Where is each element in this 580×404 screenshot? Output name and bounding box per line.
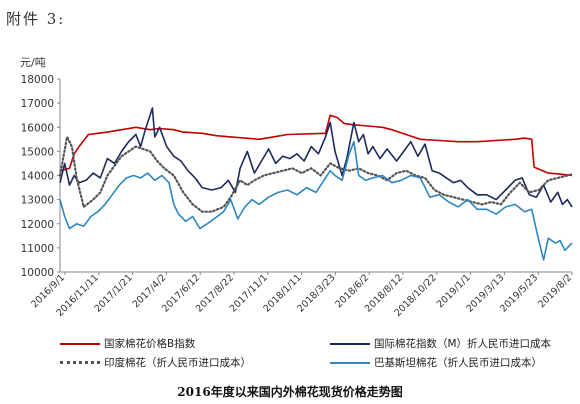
legend-item-0: 国家棉花价格B指数	[60, 336, 195, 351]
series-line-0	[59, 114, 573, 177]
chart-caption: 2016年度以来国内外棉花现货价格走势图	[177, 385, 403, 399]
series-line-3	[59, 140, 573, 261]
legend-swatch	[60, 342, 100, 345]
y-tick-label: 16000	[21, 122, 54, 134]
y-tick-label: 13000	[21, 195, 54, 207]
x-tick-label: 2019/8/2	[536, 272, 574, 310]
legend-label: 印度棉花（折人民币进口成本）	[104, 357, 251, 369]
y-tick-label: 11000	[21, 243, 54, 255]
series-lines	[58, 107, 574, 261]
legend-item-3: 巴基斯坦棉花（折人民币进口成本）	[330, 355, 542, 370]
legend: 国家棉花价格B指数 国际棉花指数（M）折人民币进口成本印度棉花（折人民币进口成本）…	[0, 333, 580, 373]
page-heading: 附件 3:	[6, 10, 66, 28]
series-line-2	[58, 135, 574, 213]
legend-swatch	[330, 342, 370, 345]
legend-swatch	[60, 361, 100, 364]
legend-label: 国家棉花价格B指数	[104, 338, 196, 350]
y-tick-label: 12000	[21, 219, 54, 231]
y-tick-label: 14000	[21, 171, 54, 183]
legend-item-2: 印度棉花（折人民币进口成本）	[60, 355, 251, 370]
series-line-1	[59, 107, 573, 208]
y-tick-label: 15000	[21, 146, 54, 158]
legend-label: 国际棉花指数（M）折人民币进口成本	[374, 338, 552, 350]
legend-label: 巴基斯坦棉花（折人民币进口成本）	[374, 357, 542, 369]
y-axis-label: 元/吨	[20, 56, 46, 69]
y-tick-label: 18000	[21, 74, 54, 86]
y-tick-label: 17000	[21, 98, 54, 110]
y-tick-label: 10000	[21, 267, 54, 279]
legend-swatch	[330, 361, 370, 364]
axes	[57, 78, 573, 275]
legend-item-1: 国际棉花指数（M）折人民币进口成本	[330, 336, 551, 351]
